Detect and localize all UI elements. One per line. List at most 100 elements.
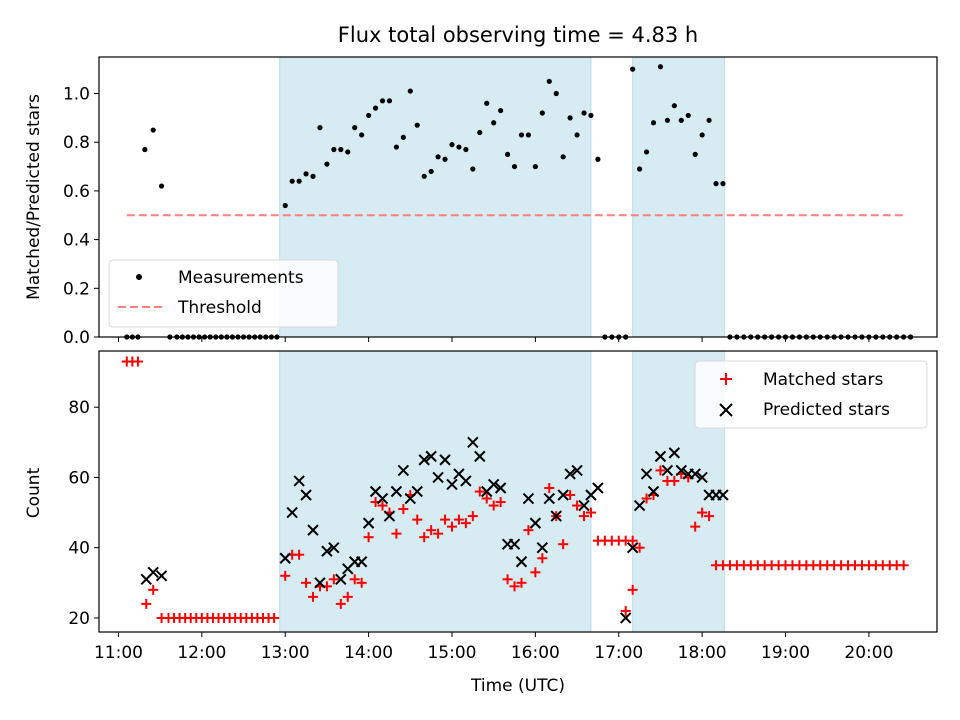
matched-stars-point: [426, 525, 437, 536]
predicted-stars-point: [717, 489, 729, 501]
y-tick-label: 0.0: [63, 328, 90, 348]
top-panel: Flux total observing time = 4.83 h 0.00.…: [24, 23, 938, 348]
predicted-stars-point: [328, 541, 340, 554]
matched-stars-point: [269, 612, 280, 623]
predicted-stars-point: [300, 489, 312, 501]
predicted-stars-point: [411, 485, 423, 498]
predicted-stars-point: [557, 489, 569, 501]
predicted-stars-point: [578, 499, 590, 512]
matched-stars-point: [363, 532, 374, 543]
bottom-axes-frame: [98, 350, 938, 633]
measurements-point: [713, 181, 719, 187]
predicted-stars-point: [155, 570, 168, 582]
matched-stars-point: [141, 598, 152, 609]
predicted-stars-point: [460, 475, 472, 487]
bottom-y-axis-label: Count: [24, 467, 44, 518]
x-tick-label: 15:00: [427, 643, 476, 663]
matched-stars-point: [335, 598, 346, 609]
predicted-stars-point: [661, 464, 674, 477]
top-y-ticks: 0.0 0.2 0.4 0.6 0.8 1.0: [63, 85, 99, 348]
measurements-point: [588, 112, 594, 119]
predicted-stars-point: [362, 517, 375, 529]
legend-predicted-marker: [719, 403, 733, 417]
predicted-stars-point: [439, 454, 451, 466]
matched-stars-point: [460, 518, 471, 529]
legend-matched-label: Matched stars: [763, 370, 883, 390]
measurements-point: [539, 110, 545, 116]
top-shaded-regions: [279, 56, 725, 338]
measurements-point: [421, 173, 427, 179]
matched-stars-point: [280, 570, 291, 581]
predicted-stars-point: [675, 464, 687, 477]
x-tick-label: 19:00: [761, 643, 810, 663]
bottom-shaded-regions: [279, 350, 725, 633]
matched-stars-point: [690, 521, 701, 532]
measurements-point: [393, 144, 399, 150]
matched-stars-point: [898, 560, 909, 571]
matched-stars-point: [697, 507, 708, 518]
measurements-point: [671, 103, 677, 109]
measurements-point: [470, 166, 476, 172]
measurements-point: [664, 117, 670, 123]
y-tick-label: 20: [68, 609, 90, 629]
matched-stars-point: [433, 528, 444, 539]
legend-matched-marker: [720, 373, 732, 385]
measurements-point: [435, 154, 441, 160]
measurements-point: [372, 105, 379, 111]
matched-stars-point: [398, 504, 409, 515]
bottom-y-ticks: 20 40 60 80: [68, 398, 99, 629]
shaded-interval-1: [279, 350, 592, 633]
measurements-point: [282, 202, 288, 209]
measurements-point: [504, 151, 511, 157]
measurements-point: [303, 171, 309, 177]
measurements-point: [359, 132, 365, 138]
measurements-point: [546, 78, 552, 84]
predicted-stars-point: [307, 524, 319, 536]
matched-stars-point: [669, 475, 680, 486]
measurements-point: [142, 146, 148, 153]
matched-stars-point: [488, 500, 499, 511]
measurements-point: [345, 149, 351, 155]
predicted-stars-point: [626, 541, 639, 554]
x-tick-label: 18:00: [678, 643, 727, 663]
x-tick-label: 12:00: [177, 643, 226, 663]
predicted-stars-point: [619, 612, 632, 624]
y-tick-label: 0.4: [63, 231, 90, 251]
bottom-x-ticks: 11:00 12:00 13:00 14:00 15:00 16:00 17:00 18:00…: [94, 632, 893, 663]
measurements-point: [581, 110, 587, 116]
y-tick-label: 0.2: [63, 279, 90, 299]
measurements-point: [567, 115, 573, 121]
predicted-stars-point: [397, 464, 410, 477]
matched-stars-point: [391, 528, 402, 539]
matched-stars-point: [349, 574, 360, 585]
measurements-point: [317, 125, 323, 131]
predicted-stars-point: [321, 545, 333, 557]
matched-stars-point: [148, 584, 159, 595]
matched-stars-point: [558, 539, 569, 550]
predicted-stars-point: [355, 556, 368, 568]
measurements-point: [150, 127, 156, 133]
predicted-stars-point: [654, 450, 667, 463]
predicted-stars-point: [647, 485, 660, 498]
predicted-stars-point: [314, 577, 326, 589]
measurements-point: [407, 88, 413, 94]
predicted-stars-point: [376, 492, 389, 505]
matched-stars-point: [308, 591, 319, 602]
measurements-point: [296, 178, 302, 184]
predicted-stars-point: [640, 468, 653, 480]
y-tick-label: 60: [68, 468, 90, 488]
matched-stars-point: [537, 553, 548, 564]
measurements-point: [532, 163, 538, 170]
measurements-point: [449, 142, 455, 148]
measurements-point: [498, 107, 504, 114]
measurements-point: [553, 90, 559, 97]
measurements-point: [650, 120, 657, 126]
y-tick-label: 1.0: [63, 85, 90, 105]
matched-stars-point: [356, 577, 367, 588]
measurements-point: [678, 117, 684, 123]
predicted-stars-point: [515, 556, 528, 568]
legend-threshold-label: Threshold: [177, 298, 262, 318]
matched-stars-point: [328, 574, 339, 585]
measurements-point: [637, 166, 643, 172]
legend-measurements-marker: [136, 274, 142, 280]
